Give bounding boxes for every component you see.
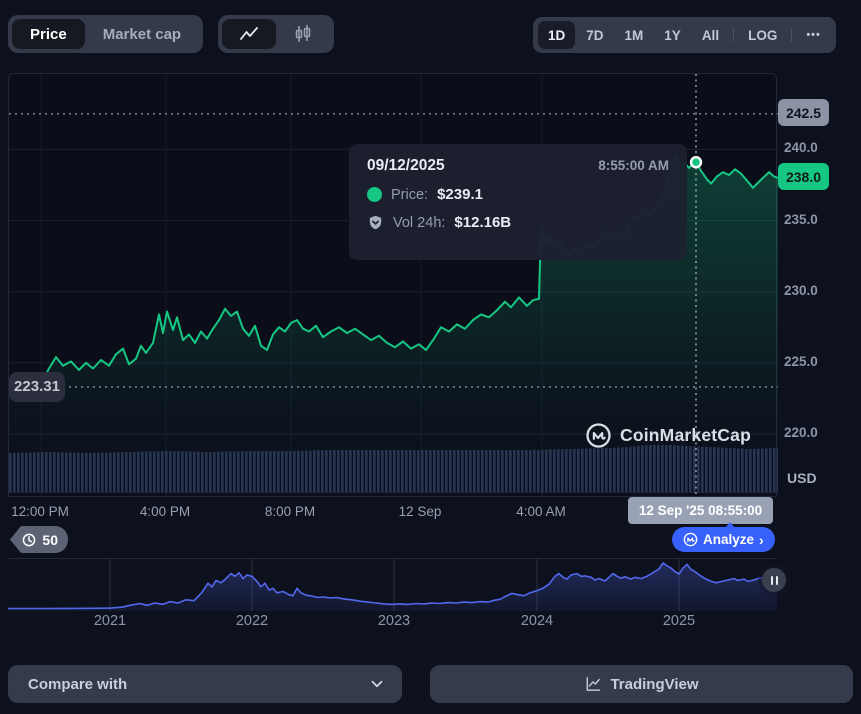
x-tick: 12 Sep (398, 504, 442, 519)
range-selector-chart[interactable] (8, 558, 778, 611)
chevron-down-icon (371, 680, 383, 688)
range-7d-button[interactable]: 7D (576, 21, 613, 49)
tooltip-volume-label: Vol 24h: (393, 214, 446, 231)
mini-chart-svg (8, 559, 778, 611)
compare-with-select[interactable]: Compare with (8, 665, 402, 703)
tab-price[interactable]: Price (12, 19, 85, 49)
tooltip-price-label: Price: (391, 186, 429, 203)
history-count: 50 (42, 531, 58, 548)
metric-toggle: Price Market cap (8, 15, 204, 53)
y-tick: 220.0 (784, 424, 818, 440)
analyze-label: Analyze (703, 532, 755, 547)
more-options-button[interactable]: ••• (796, 21, 831, 49)
candlestick-chart-type-button[interactable] (276, 19, 330, 49)
line-chart-icon (240, 27, 258, 40)
tab-market-cap[interactable]: Market cap (85, 19, 199, 49)
tooltip-time: 8:55:00 AM (598, 158, 669, 173)
tooltip-volume-value: $12.16B (454, 214, 512, 231)
divider (791, 28, 793, 42)
range-1m-button[interactable]: 1M (615, 21, 654, 49)
x-tick: 4:00 PM (139, 504, 191, 519)
tooltip-price-value: $239.1 (437, 186, 483, 203)
compare-with-label: Compare with (28, 675, 128, 693)
y-tick: 235.0 (784, 211, 818, 227)
volume-shield-icon (369, 215, 382, 230)
x-tick: 12:00 PM (11, 504, 69, 519)
year-tick: 2023 (377, 613, 411, 629)
range-1d-button[interactable]: 1D (538, 21, 576, 49)
clock-history-icon (23, 533, 36, 546)
crosshair-time-badge: 12 Sep '25 08:55:00 (628, 497, 773, 524)
chevron-right-icon: › (759, 531, 764, 548)
price-series-dot-icon (367, 187, 382, 202)
x-tick: 4:00 AM (516, 504, 566, 519)
coinmarketcap-logo-icon (683, 532, 698, 547)
current-price-badge: 238.0 (778, 163, 829, 191)
candlestick-icon (295, 25, 311, 42)
divider (733, 28, 735, 42)
main-price-chart[interactable]: 223.31 CoinMarketCap 09/12/2025 8:55:00 … (8, 73, 778, 498)
currency-unit-label: USD (787, 470, 817, 486)
range-toggle: 1D 7D 1M 1Y All LOG ••• (533, 17, 836, 53)
prev-close-badge: 223.31 (9, 371, 65, 402)
history-count-badge[interactable]: 50 (10, 526, 68, 553)
line-chart-type-button[interactable] (222, 19, 276, 49)
tradingview-button[interactable]: TradingView (430, 665, 853, 703)
coinmarketcap-logo-icon (586, 423, 611, 448)
year-tick: 2022 (235, 613, 269, 629)
year-tick: 2024 (520, 613, 554, 629)
analyze-button[interactable]: Analyze › (672, 522, 775, 552)
chart-type-toggle (218, 15, 334, 53)
coinmarketcap-watermark: CoinMarketCap (585, 422, 751, 449)
y-tick: 225.0 (784, 353, 818, 369)
range-selector-handle[interactable] (762, 568, 786, 592)
x-tick: 8:00 PM (264, 504, 316, 519)
year-tick: 2021 (93, 613, 127, 629)
year-tick: 2025 (662, 613, 696, 629)
chart-tooltip: 09/12/2025 8:55:00 AM Price: $239.1 Vol … (349, 144, 687, 260)
watermark-label: CoinMarketCap (620, 425, 751, 445)
tradingview-label: TradingView (610, 675, 699, 693)
high-price-badge: 242.5 (778, 99, 829, 127)
tooltip-date: 09/12/2025 (367, 157, 445, 174)
log-scale-button[interactable]: LOG (738, 21, 787, 49)
range-1y-button[interactable]: 1Y (654, 21, 691, 49)
tradingview-chart-icon (587, 677, 601, 691)
y-tick: 230.0 (784, 282, 818, 298)
y-tick: 240.0 (784, 140, 818, 156)
range-all-button[interactable]: All (692, 21, 729, 49)
